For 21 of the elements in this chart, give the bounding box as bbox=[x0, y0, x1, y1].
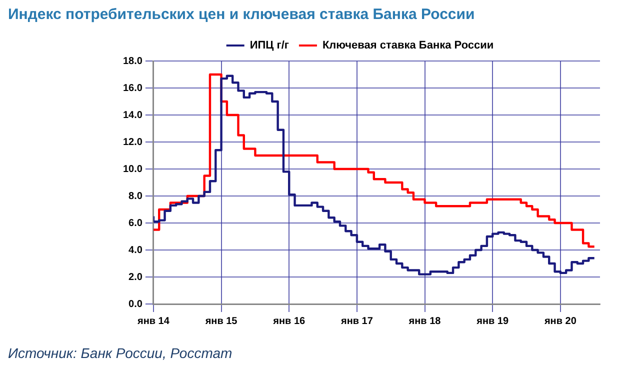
x-tick-label: янв 19 bbox=[476, 316, 509, 327]
y-tick-label: 10.0 bbox=[122, 164, 143, 175]
y-tick-label: 12.0 bbox=[122, 136, 143, 148]
x-tick-label: янв 18 bbox=[408, 316, 442, 327]
y-tick-label: 6.0 bbox=[128, 218, 143, 229]
x-tick-label: янв 20 bbox=[544, 316, 577, 327]
y-tick-label: 14.0 bbox=[122, 110, 143, 121]
x-tick-label: янв 16 bbox=[273, 316, 306, 327]
x-tick-label: янв 14 bbox=[137, 316, 170, 327]
y-tick-label: 16.0 bbox=[122, 82, 143, 94]
text: Источник: Банк России, Росстат bbox=[8, 345, 232, 361]
x-tick-label: янв 15 bbox=[205, 316, 238, 327]
legend-label: Ключевая ставка Банка России bbox=[322, 40, 494, 52]
y-tick-label: 18.0 bbox=[122, 56, 143, 67]
x-tick-label: янв 17 bbox=[340, 316, 374, 327]
y-tick-label: 0.0 bbox=[128, 298, 143, 310]
y-tick-label: 4.0 bbox=[128, 244, 143, 256]
chart-title: Индекс потребительских цен и ключевая ставка Банка России bbox=[8, 6, 475, 23]
legend-label: ИПЦ г/г bbox=[250, 40, 290, 52]
y-tick-label: 2.0 bbox=[128, 272, 143, 283]
y-tick-label: 8.0 bbox=[128, 190, 143, 202]
